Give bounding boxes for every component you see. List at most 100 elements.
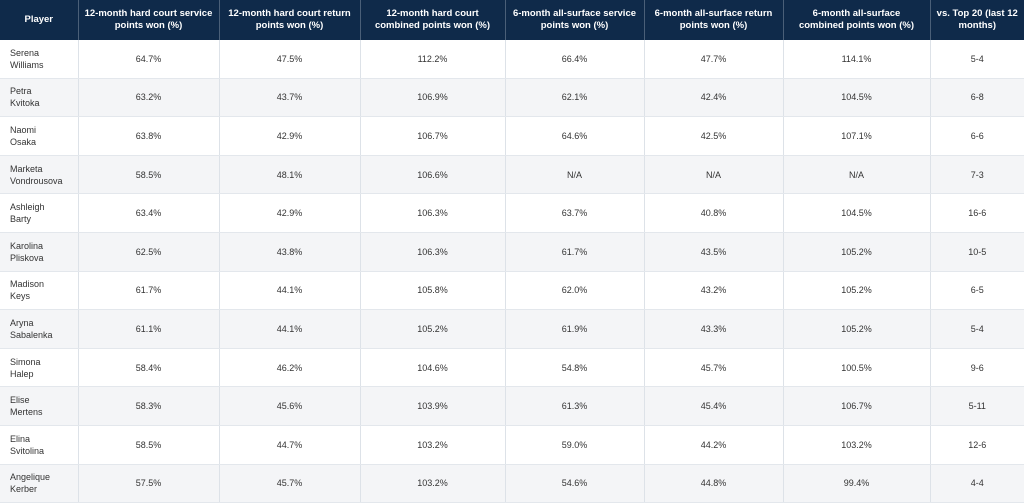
hc-return-cell: 44.1% bbox=[219, 309, 361, 349]
all-return-cell: 44.8% bbox=[644, 464, 784, 503]
hc-combined-cell: 106.6% bbox=[360, 155, 506, 195]
hc-return-cell: 46.2% bbox=[219, 348, 361, 388]
vs-top20-cell: 16-6 bbox=[930, 193, 1024, 233]
column-header-12m-hc-return: 12-month hard court return points won (%… bbox=[219, 0, 361, 40]
table-row: Angelique Kerber 57.5% 45.7% 103.2% 54.6% 44.… bbox=[0, 464, 1024, 503]
table-row: Karolina Pliskova 62.5% 43.8% 106.3% 61.7% 43… bbox=[0, 232, 1024, 272]
hc-combined-cell: 105.2% bbox=[360, 309, 506, 349]
hc-return-cell: 45.7% bbox=[219, 464, 361, 503]
vs-top20-cell: 5-11 bbox=[930, 386, 1024, 426]
all-combined-cell: 103.2% bbox=[783, 425, 931, 465]
vs-top20-cell: 5-4 bbox=[930, 40, 1024, 79]
all-combined-cell: 104.5% bbox=[783, 193, 931, 233]
hc-return-cell: 43.8% bbox=[219, 232, 361, 272]
all-combined-cell: 105.2% bbox=[783, 232, 931, 272]
vs-top20-cell: 10-5 bbox=[930, 232, 1024, 272]
all-return-cell: 45.4% bbox=[644, 386, 784, 426]
hc-combined-cell: 103.2% bbox=[360, 464, 506, 503]
table-row: Elise Mertens 58.3% 45.6% 103.9% 61.3% 45.4% 1… bbox=[0, 386, 1024, 426]
hc-combined-cell: 112.2% bbox=[360, 40, 506, 79]
hc-return-cell: 45.6% bbox=[219, 386, 361, 426]
hc-service-cell: 58.5% bbox=[78, 155, 220, 195]
table-body: Serena Williams 64.7% 47.5% 112.2% 66.4% 47.7… bbox=[0, 40, 1024, 503]
column-header-12m-hc-service: 12-month hard court service points won (… bbox=[78, 0, 220, 40]
player-name-cell: Ashleigh Barty bbox=[0, 193, 79, 233]
all-return-cell: 40.8% bbox=[644, 193, 784, 233]
table-row: Marketa Vondrousova 58.5% 48.1% 106.6% N/A N/… bbox=[0, 155, 1024, 195]
hc-return-cell: 42.9% bbox=[219, 116, 361, 156]
all-combined-cell: 104.5% bbox=[783, 78, 931, 118]
hc-return-cell: 48.1% bbox=[219, 155, 361, 195]
all-service-cell: 61.9% bbox=[505, 309, 645, 349]
hc-combined-cell: 103.9% bbox=[360, 386, 506, 426]
table-row: Petra Kvitoka 63.2% 43.7% 106.9% 62.1% 42.4% 1… bbox=[0, 78, 1024, 118]
vs-top20-cell: 4-4 bbox=[930, 464, 1024, 503]
hc-combined-cell: 106.7% bbox=[360, 116, 506, 156]
hc-return-cell: 47.5% bbox=[219, 40, 361, 79]
table-row: Simona Halep 58.4% 46.2% 104.6% 54.8% 45.7% 10… bbox=[0, 348, 1024, 388]
hc-return-cell: 42.9% bbox=[219, 193, 361, 233]
header-row: Player 12-month hard court service points… bbox=[0, 0, 1024, 40]
player-name-cell: Petra Kvitoka bbox=[0, 78, 79, 118]
hc-service-cell: 61.7% bbox=[78, 271, 220, 311]
column-header-vs-top20: vs. Top 20 (last 12 months) bbox=[930, 0, 1024, 40]
column-header-6m-all-return: 6-month all-surface return points won (%… bbox=[644, 0, 784, 40]
player-name-cell: Angelique Kerber bbox=[0, 464, 79, 503]
player-name-cell: Elise Mertens bbox=[0, 386, 79, 426]
player-name-cell: Naomi Osaka bbox=[0, 116, 79, 156]
hc-service-cell: 58.5% bbox=[78, 425, 220, 465]
hc-service-cell: 62.5% bbox=[78, 232, 220, 272]
all-return-cell: 43.3% bbox=[644, 309, 784, 349]
hc-service-cell: 63.8% bbox=[78, 116, 220, 156]
vs-top20-cell: 5-4 bbox=[930, 309, 1024, 349]
player-name-cell: Madison Keys bbox=[0, 271, 79, 311]
player-name-cell: Simona Halep bbox=[0, 348, 79, 388]
vs-top20-cell: 6-5 bbox=[930, 271, 1024, 311]
hc-service-cell: 58.4% bbox=[78, 348, 220, 388]
all-return-cell: 43.5% bbox=[644, 232, 784, 272]
all-service-cell: 64.6% bbox=[505, 116, 645, 156]
hc-combined-cell: 104.6% bbox=[360, 348, 506, 388]
all-service-cell: 54.6% bbox=[505, 464, 645, 503]
hc-return-cell: 43.7% bbox=[219, 78, 361, 118]
vs-top20-cell: 12-6 bbox=[930, 425, 1024, 465]
all-return-cell: N/A bbox=[644, 155, 784, 195]
all-combined-cell: 114.1% bbox=[783, 40, 931, 79]
hc-service-cell: 57.5% bbox=[78, 464, 220, 503]
column-header-6m-all-service: 6-month all-surface service points won (… bbox=[505, 0, 645, 40]
table-row: Ashleigh Barty 63.4% 42.9% 106.3% 63.7% 40.8%… bbox=[0, 193, 1024, 233]
hc-combined-cell: 106.9% bbox=[360, 78, 506, 118]
hc-service-cell: 58.3% bbox=[78, 386, 220, 426]
all-return-cell: 47.7% bbox=[644, 40, 784, 79]
player-name-cell: Marketa Vondrousova bbox=[0, 155, 79, 195]
all-service-cell: 62.0% bbox=[505, 271, 645, 311]
all-combined-cell: 107.1% bbox=[783, 116, 931, 156]
table-row: Aryna Sabalenka 61.1% 44.1% 105.2% 61.9% 43.3… bbox=[0, 309, 1024, 349]
all-service-cell: 61.3% bbox=[505, 386, 645, 426]
all-service-cell: 61.7% bbox=[505, 232, 645, 272]
hc-combined-cell: 103.2% bbox=[360, 425, 506, 465]
player-name-cell: Serena Williams bbox=[0, 40, 79, 79]
all-service-cell: 62.1% bbox=[505, 78, 645, 118]
all-service-cell: 54.8% bbox=[505, 348, 645, 388]
hc-service-cell: 63.2% bbox=[78, 78, 220, 118]
all-service-cell: 63.7% bbox=[505, 193, 645, 233]
column-header-12m-hc-combined: 12-month hard court combined points won … bbox=[360, 0, 506, 40]
hc-service-cell: 61.1% bbox=[78, 309, 220, 349]
player-name-cell: Elina Svitolina bbox=[0, 425, 79, 465]
all-combined-cell: 105.2% bbox=[783, 309, 931, 349]
hc-return-cell: 44.1% bbox=[219, 271, 361, 311]
hc-combined-cell: 106.3% bbox=[360, 193, 506, 233]
player-name-cell: Aryna Sabalenka bbox=[0, 309, 79, 349]
all-return-cell: 42.4% bbox=[644, 78, 784, 118]
all-combined-cell: 100.5% bbox=[783, 348, 931, 388]
vs-top20-cell: 6-8 bbox=[930, 78, 1024, 118]
table-row: Madison Keys 61.7% 44.1% 105.8% 62.0% 43.2% 10… bbox=[0, 271, 1024, 311]
vs-top20-cell: 9-6 bbox=[930, 348, 1024, 388]
all-service-cell: 66.4% bbox=[505, 40, 645, 79]
hc-return-cell: 44.7% bbox=[219, 425, 361, 465]
hc-combined-cell: 106.3% bbox=[360, 232, 506, 272]
all-service-cell: N/A bbox=[505, 155, 645, 195]
hc-combined-cell: 105.8% bbox=[360, 271, 506, 311]
